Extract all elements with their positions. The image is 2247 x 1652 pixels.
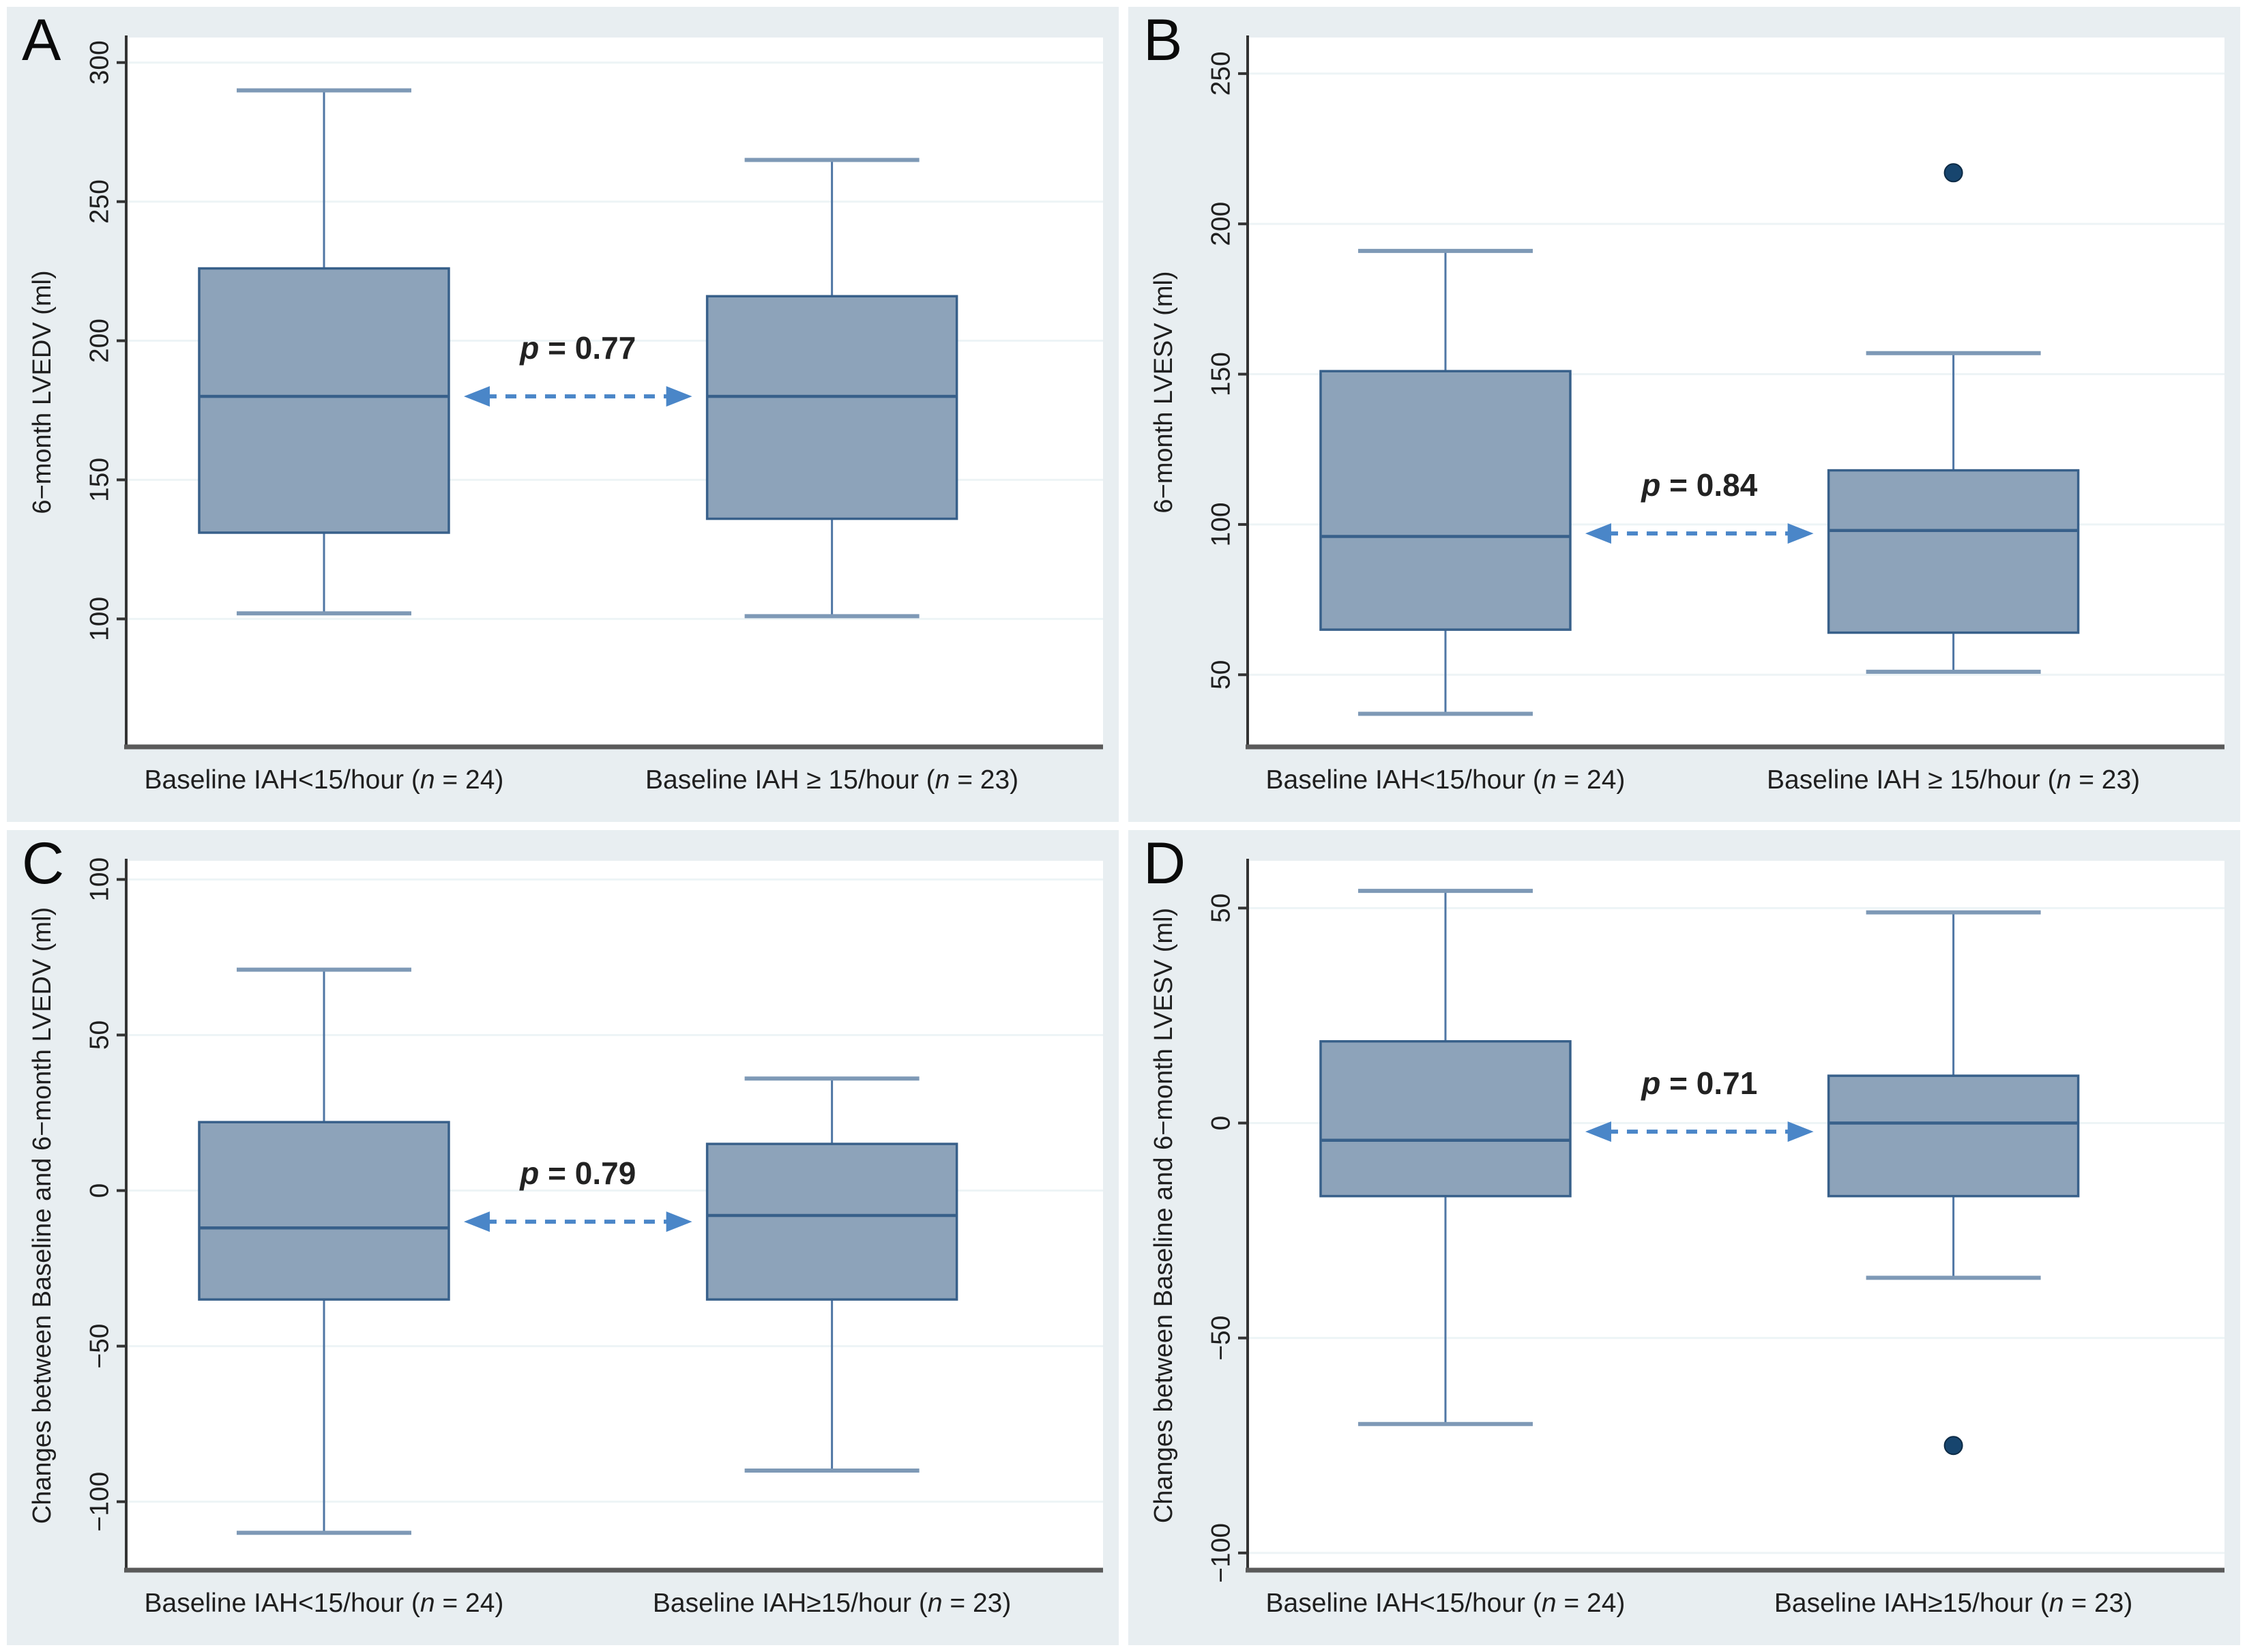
p-value-label: p = 0.77 — [518, 330, 636, 366]
group-label: Baseline IAH ≥ 15/hour (n = 23) — [645, 765, 1018, 795]
panel-d: D Baseline IAH<15/hour (n = 24) Baseline … — [1128, 830, 2240, 1645]
arrow-head-left-icon — [463, 386, 490, 407]
group-label: Baseline IAH<15/hour (n = 24) — [1266, 1589, 1626, 1618]
arrow-head-right-icon — [1787, 1121, 1814, 1142]
y-tick-label: 300 — [85, 40, 115, 85]
group-label: Baseline IAH ≥ 15/hour (n = 23) — [1767, 765, 2140, 795]
y-tick-label: 200 — [85, 319, 115, 363]
arrow-head-right-icon — [666, 386, 692, 407]
iqr-box — [198, 1121, 450, 1301]
panel-d-letter: D — [1143, 831, 1186, 896]
panel-c: C Baseline IAH<15/hour (n = 24) Baseline … — [7, 830, 1119, 1645]
group-label: Baseline IAH<15/hour (n = 24) — [145, 1589, 504, 1618]
group-label: Baseline IAH≥15/hour (n = 23) — [653, 1589, 1011, 1618]
panel-c-chart: Baseline IAH<15/hour (n = 24) Baseline IA… — [28, 857, 1103, 1618]
arrow-head-left-icon — [1585, 523, 1611, 544]
y-tick-label: 250 — [1207, 51, 1236, 95]
panel-b-letter: B — [1143, 8, 1183, 73]
iqr-box — [1827, 1074, 2080, 1198]
iqr-box — [1319, 370, 1572, 631]
y-tick-label: 250 — [85, 179, 115, 224]
iqr-box — [705, 295, 958, 520]
panel-a-letter: A — [22, 8, 61, 73]
arrow-head-right-icon — [1787, 523, 1814, 544]
y-tick-label: 50 — [85, 1020, 115, 1050]
y-axis-title: Changes between Baseline and 6−month LVE… — [28, 907, 57, 1524]
y-tick-label: 50 — [1207, 894, 1236, 923]
arrow-head-left-icon — [1585, 1121, 1611, 1142]
p-value-label: p = 0.84 — [1640, 467, 1757, 503]
group-label: Baseline IAH<15/hour (n = 24) — [1266, 765, 1626, 795]
outlier-dot — [1943, 1436, 1963, 1456]
y-tick-label: −100 — [1207, 1523, 1236, 1583]
y-tick-label: 200 — [1207, 202, 1236, 246]
y-tick-label: −100 — [85, 1472, 115, 1532]
plot-area — [1248, 861, 2224, 1570]
y-tick-label: 0 — [1207, 1116, 1236, 1131]
iqr-box — [198, 267, 450, 534]
y-tick-label: 0 — [85, 1183, 115, 1198]
iqr-box — [705, 1142, 958, 1301]
panel-c-letter: C — [22, 831, 65, 896]
y-tick-label: 150 — [85, 458, 115, 502]
y-tick-label: 50 — [1207, 660, 1236, 690]
iqr-box — [1827, 469, 2080, 634]
panel-a-chart: Baseline IAH<15/hour (n = 24) Baseline IA… — [28, 35, 1103, 795]
p-value-label: p = 0.71 — [1640, 1065, 1757, 1101]
arrow-head-left-icon — [463, 1211, 490, 1233]
p-value-label: p = 0.79 — [518, 1155, 636, 1191]
y-axis-title: Changes between Baseline and 6−month LVE… — [1149, 908, 1178, 1523]
outlier-dot — [1943, 163, 1963, 183]
panel-a: A Baseline IAH<15/hour (n = 24) Baseline … — [7, 7, 1119, 822]
group-label: Baseline IAH≥15/hour (n = 23) — [1774, 1589, 2132, 1618]
y-tick-label: 100 — [1207, 502, 1236, 546]
group-label: Baseline IAH<15/hour (n = 24) — [145, 765, 504, 795]
y-axis-title: 6−month LVESV (ml) — [1149, 271, 1178, 513]
y-tick-label: −50 — [1207, 1316, 1236, 1361]
panel-b-chart: Baseline IAH<15/hour (n = 24) Baseline IA… — [1149, 35, 2224, 795]
arrow-head-right-icon — [666, 1211, 692, 1233]
iqr-box — [1319, 1039, 1572, 1198]
y-tick-label: 150 — [1207, 352, 1236, 396]
y-tick-label: 100 — [85, 597, 115, 641]
panel-d-chart: Baseline IAH<15/hour (n = 24) Baseline IA… — [1149, 859, 2224, 1618]
panel-b: B Baseline IAH<15/hour (n = 24) Baseline … — [1128, 7, 2240, 822]
y-tick-label: 100 — [85, 857, 115, 902]
y-axis-title: 6−month LVEDV (ml) — [28, 270, 57, 514]
y-tick-label: −50 — [85, 1324, 115, 1369]
